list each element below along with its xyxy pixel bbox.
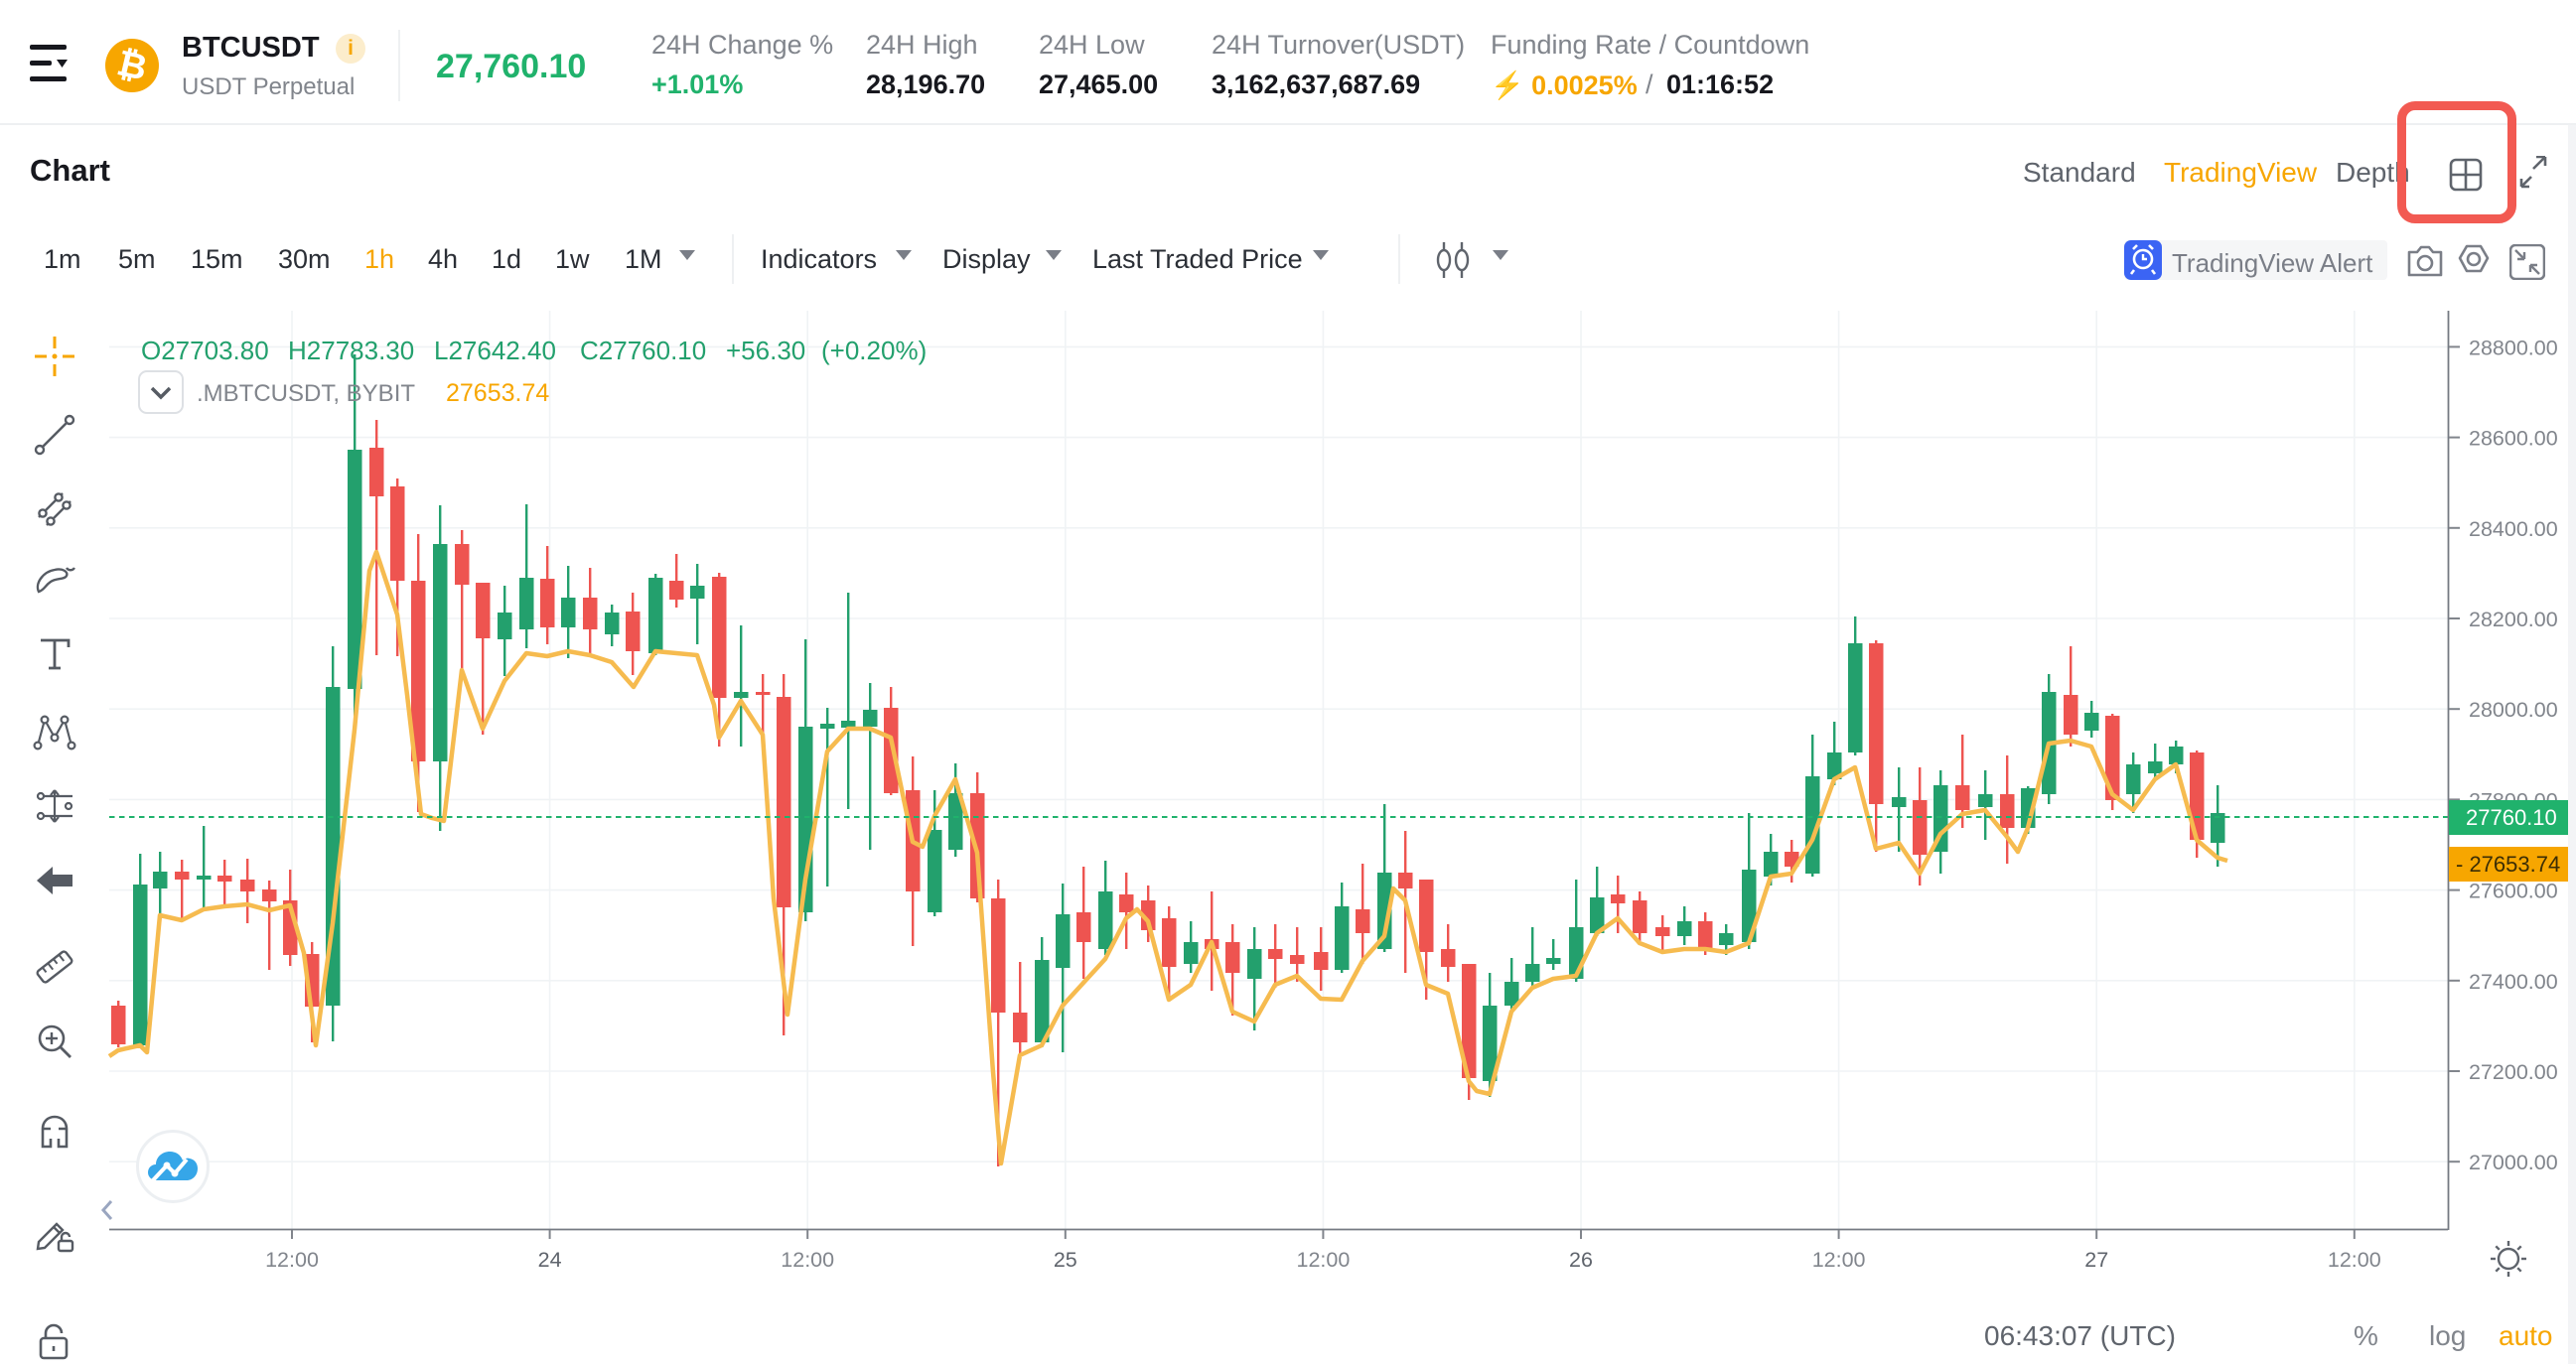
svg-text:12:00: 12:00 (265, 1248, 319, 1272)
svg-text:27000.00: 27000.00 (2469, 1151, 2558, 1174)
svg-text:28200.00: 28200.00 (2469, 608, 2558, 631)
svg-text:06:43:07 (UTC): 06:43:07 (UTC) (1984, 1320, 2176, 1351)
svg-text:27400.00: 27400.00 (2469, 970, 2558, 994)
svg-text:25: 25 (1054, 1248, 1077, 1272)
svg-text:27: 27 (2084, 1248, 2108, 1272)
svg-text:27760.10: 27760.10 (2466, 805, 2557, 830)
svg-text:26: 26 (1569, 1248, 1593, 1272)
svg-text:27200.00: 27200.00 (2469, 1060, 2558, 1084)
svg-text:12:00: 12:00 (1812, 1248, 1866, 1272)
svg-text:12:00: 12:00 (781, 1248, 834, 1272)
svg-text:28800.00: 28800.00 (2469, 336, 2558, 359)
svg-text:- 27653.74: - 27653.74 (2456, 852, 2560, 877)
svg-text:27600.00: 27600.00 (2469, 880, 2558, 903)
svg-text:28600.00: 28600.00 (2469, 427, 2558, 451)
svg-text:12:00: 12:00 (2328, 1248, 2381, 1272)
svg-text:24: 24 (538, 1248, 562, 1272)
svg-text:.MBTCUSDT, BYBIT: .MBTCUSDT, BYBIT (197, 380, 415, 407)
svg-text:28000.00: 28000.00 (2469, 698, 2558, 722)
svg-text:%: % (2354, 1320, 2378, 1351)
svg-text:auto: auto (2499, 1320, 2553, 1351)
svg-text:27653.74: 27653.74 (446, 379, 549, 407)
svg-text:12:00: 12:00 (1296, 1248, 1350, 1272)
svg-text:log: log (2429, 1320, 2466, 1351)
svg-text:28400.00: 28400.00 (2469, 517, 2558, 541)
